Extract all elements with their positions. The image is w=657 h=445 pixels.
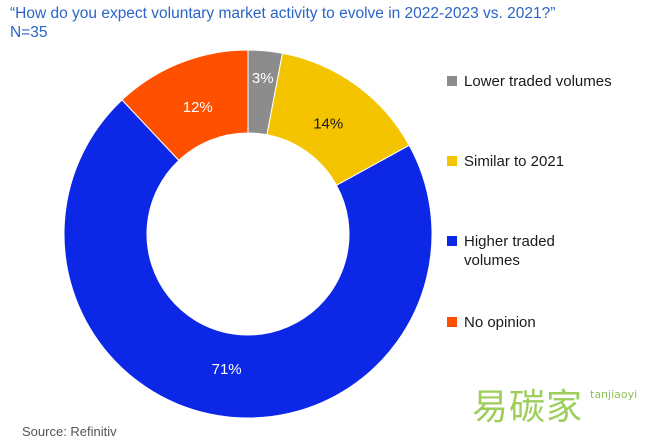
watermark-logo-subtext: tanjiaoyi [590, 388, 638, 401]
legend-label-2: Higher traded volumes [464, 233, 555, 269]
watermark-logo: 易碳家 tanjiaoyi [472, 384, 652, 440]
legend-item-1: Similar to 2021 [447, 152, 644, 171]
legend-item-3: No opinion [447, 313, 644, 332]
donut-slice-3 [121, 49, 249, 162]
legend-swatch-1 [447, 156, 457, 166]
legend-swatch-0 [447, 76, 457, 86]
watermark-logo-text: 易碳家 [472, 387, 584, 428]
chart-title: “How do you expect voluntary market acti… [10, 5, 556, 22]
slice-label-2: 71% [212, 361, 242, 378]
legend-swatch-2 [447, 236, 457, 246]
legend-label-1: Similar to 2021 [464, 153, 565, 170]
source-note: Source: Refinitiv [22, 424, 117, 439]
legend-swatch-3 [447, 317, 457, 327]
slice-label-3: 12% [183, 99, 213, 116]
chart-subtitle: N=35 [10, 24, 48, 41]
slice-label-0: 3% [252, 70, 274, 87]
legend-item-0: Lower traded volumes [447, 72, 644, 91]
donut-slice-2 [63, 99, 433, 419]
legend-label-3: No opinion [464, 314, 536, 331]
legend-label-0: Lower traded volumes [464, 73, 612, 90]
legend-item-2: Higher traded volumes [447, 232, 564, 270]
slice-label-1: 14% [313, 116, 343, 133]
